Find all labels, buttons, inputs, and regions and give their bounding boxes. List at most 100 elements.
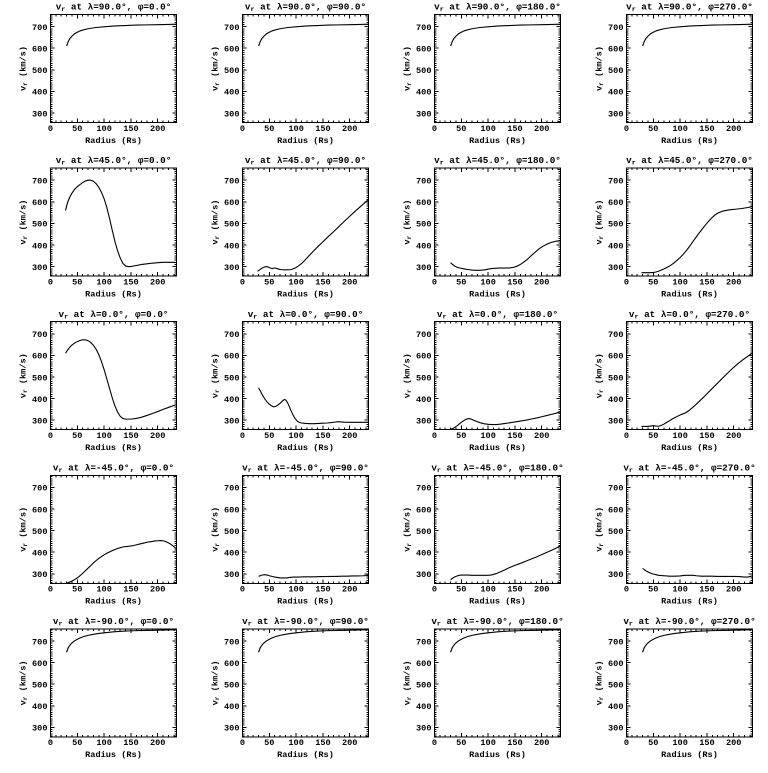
svg-text:Radius (Rs): Radius (Rs) [661, 597, 718, 607]
svg-text:0: 0 [624, 585, 629, 595]
svg-text:200: 200 [534, 738, 549, 748]
svg-text:vr at λ=0.0°, φ=270.0°: vr at λ=0.0°, φ=270.0° [629, 309, 750, 322]
svg-text:600: 600 [416, 352, 431, 362]
svg-text:50: 50 [72, 738, 82, 748]
svg-text:400: 400 [416, 549, 431, 559]
svg-text:vr at λ=-90.0°, φ=0.0°: vr at λ=-90.0°, φ=0.0° [53, 616, 174, 629]
svg-text:300: 300 [224, 570, 239, 580]
svg-text:500: 500 [224, 681, 239, 691]
svg-text:300: 300 [416, 109, 431, 119]
svg-text:50: 50 [264, 277, 274, 287]
svg-text:100: 100 [96, 738, 111, 748]
svg-text:0: 0 [240, 585, 245, 595]
svg-text:700: 700 [608, 177, 623, 187]
svg-text:200: 200 [150, 738, 165, 748]
svg-text:100: 100 [288, 738, 303, 748]
svg-text:0: 0 [432, 277, 437, 287]
svg-text:50: 50 [72, 431, 82, 441]
svg-text:0: 0 [240, 277, 245, 287]
svg-text:300: 300 [608, 263, 623, 273]
svg-text:500: 500 [416, 220, 431, 230]
svg-text:200: 200 [150, 277, 165, 287]
svg-text:500: 500 [608, 220, 623, 230]
svg-text:600: 600 [32, 198, 47, 208]
svg-text:400: 400 [608, 241, 623, 251]
svg-text:700: 700 [224, 637, 239, 647]
svg-text:vr at λ=0.0°, φ=0.0°: vr at λ=0.0°, φ=0.0° [58, 309, 168, 322]
svg-text:Radius (Rs): Radius (Rs) [277, 750, 334, 760]
svg-text:300: 300 [416, 724, 431, 734]
svg-text:0: 0 [624, 738, 629, 748]
svg-text:vr at λ=90.0°, φ=0.0°: vr at λ=90.0°, φ=0.0° [56, 2, 172, 15]
svg-text:Radius (Rs): Radius (Rs) [661, 443, 718, 453]
svg-text:700: 700 [32, 637, 47, 647]
svg-text:200: 200 [342, 124, 357, 134]
svg-text:vr at λ=-90.0°, φ=90.0°: vr at λ=-90.0°, φ=90.0° [242, 616, 369, 629]
svg-text:700: 700 [224, 484, 239, 494]
svg-text:Radius (Rs): Radius (Rs) [469, 597, 526, 607]
svg-text:100: 100 [288, 431, 303, 441]
svg-text:200: 200 [150, 585, 165, 595]
svg-text:600: 600 [608, 659, 623, 669]
svg-text:Radius (Rs): Radius (Rs) [85, 750, 142, 760]
svg-text:0: 0 [624, 124, 629, 134]
svg-text:vr at λ=45.0°, φ=90.0°: vr at λ=45.0°, φ=90.0° [245, 155, 366, 168]
svg-text:50: 50 [456, 738, 466, 748]
svg-text:100: 100 [672, 124, 687, 134]
svg-text:150: 150 [315, 738, 330, 748]
svg-text:100: 100 [96, 124, 111, 134]
svg-text:vr at λ=45.0°, φ=270.0°: vr at λ=45.0°, φ=270.0° [626, 155, 753, 168]
svg-text:50: 50 [264, 585, 274, 595]
svg-text:700: 700 [224, 23, 239, 33]
svg-text:0: 0 [48, 585, 53, 595]
svg-text:600: 600 [224, 198, 239, 208]
svg-text:vr (km/s): vr (km/s) [211, 507, 222, 552]
svg-text:100: 100 [288, 277, 303, 287]
svg-text:Radius (Rs): Radius (Rs) [277, 443, 334, 453]
svg-text:200: 200 [534, 124, 549, 134]
svg-text:200: 200 [726, 277, 741, 287]
svg-text:600: 600 [608, 45, 623, 55]
svg-text:Radius (Rs): Radius (Rs) [469, 289, 526, 299]
svg-text:300: 300 [224, 724, 239, 734]
svg-text:vr (km/s): vr (km/s) [403, 660, 414, 705]
svg-text:600: 600 [608, 505, 623, 515]
svg-text:vr (km/s): vr (km/s) [595, 200, 606, 245]
svg-text:200: 200 [150, 124, 165, 134]
svg-text:vr (km/s): vr (km/s) [19, 200, 30, 245]
svg-text:0: 0 [48, 124, 53, 134]
svg-text:Radius (Rs): Radius (Rs) [85, 443, 142, 453]
svg-text:vr (km/s): vr (km/s) [211, 46, 222, 91]
svg-text:150: 150 [123, 585, 138, 595]
svg-text:100: 100 [288, 124, 303, 134]
svg-text:0: 0 [432, 738, 437, 748]
svg-text:150: 150 [507, 277, 522, 287]
svg-text:vr (km/s): vr (km/s) [403, 46, 414, 91]
svg-text:50: 50 [264, 431, 274, 441]
svg-text:vr at λ=45.0°, φ=180.0°: vr at λ=45.0°, φ=180.0° [434, 155, 561, 168]
svg-text:200: 200 [534, 431, 549, 441]
svg-text:600: 600 [32, 505, 47, 515]
svg-text:vr at λ=90.0°, φ=270.0°: vr at λ=90.0°, φ=270.0° [626, 2, 753, 15]
svg-text:vr at λ=90.0°, φ=90.0°: vr at λ=90.0°, φ=90.0° [245, 2, 366, 15]
svg-text:500: 500 [32, 373, 47, 383]
svg-text:vr (km/s): vr (km/s) [211, 200, 222, 245]
svg-text:Radius (Rs): Radius (Rs) [277, 136, 334, 146]
svg-text:vr at λ=0.0°, φ=90.0°: vr at λ=0.0°, φ=90.0° [248, 309, 364, 322]
svg-text:vr (km/s): vr (km/s) [19, 660, 30, 705]
svg-text:500: 500 [608, 681, 623, 691]
svg-text:400: 400 [416, 395, 431, 405]
svg-text:300: 300 [224, 263, 239, 273]
svg-text:vr (km/s): vr (km/s) [211, 353, 222, 398]
svg-text:400: 400 [32, 702, 47, 712]
svg-text:700: 700 [32, 484, 47, 494]
svg-text:Radius (Rs): Radius (Rs) [277, 597, 334, 607]
svg-text:500: 500 [32, 681, 47, 691]
svg-text:0: 0 [48, 277, 53, 287]
svg-text:Radius (Rs): Radius (Rs) [85, 289, 142, 299]
svg-text:400: 400 [224, 395, 239, 405]
svg-text:600: 600 [32, 45, 47, 55]
svg-text:vr (km/s): vr (km/s) [403, 200, 414, 245]
svg-text:100: 100 [672, 738, 687, 748]
svg-text:vr at λ=-45.0°, φ=90.0°: vr at λ=-45.0°, φ=90.0° [242, 462, 369, 475]
